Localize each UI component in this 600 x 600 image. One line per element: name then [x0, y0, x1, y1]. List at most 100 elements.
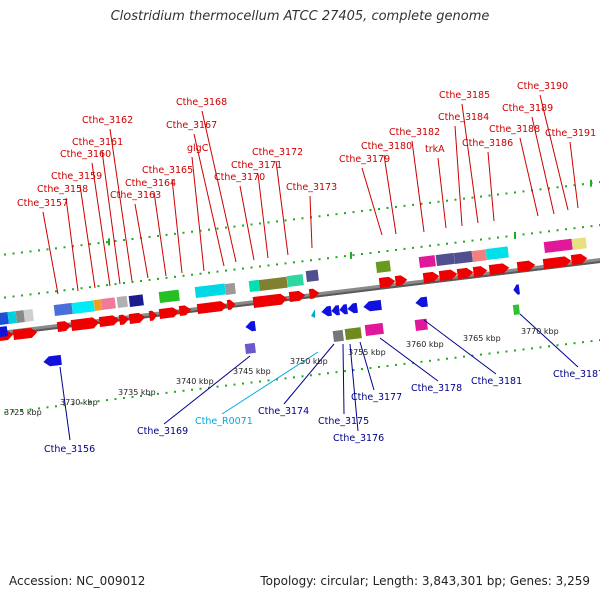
scale-major-tick — [108, 238, 110, 246]
gene-label[interactable]: Cthe_3160 — [60, 149, 111, 160]
gene-leader-line — [309, 195, 313, 249]
gene-leader-line — [153, 191, 167, 277]
ruler-tick-label: 3730 kbp — [60, 398, 98, 407]
gene-leader-line — [487, 151, 495, 222]
gene-leader-line — [109, 128, 133, 282]
gene-label[interactable]: Cthe_3169 — [137, 426, 188, 437]
gene-label[interactable]: Cthe_3186 — [462, 138, 513, 149]
gene-label[interactable]: Cthe_3156 — [44, 444, 95, 455]
feature-block — [258, 276, 288, 291]
gene-leader-line — [257, 173, 269, 259]
genome-summary-text: Topology: circular; Length: 3,843,301 bp… — [260, 574, 590, 588]
scale-major-tick — [590, 179, 592, 187]
ruler-tick-label: 3745 kbp — [233, 367, 271, 376]
gene-leader-line — [275, 160, 289, 256]
gene-label[interactable]: glgC — [187, 143, 209, 154]
ruler-tick-label: 3755 kbp — [348, 348, 386, 357]
gene-label[interactable]: Cthe_3188 — [489, 124, 540, 135]
forward-gene-arrow — [394, 275, 408, 286]
forward-gene-arrow — [12, 327, 38, 340]
gene-label[interactable]: Cthe_3165 — [142, 165, 193, 176]
gene-label[interactable]: Cthe_3176 — [333, 433, 384, 444]
forward-gene-arrow — [118, 314, 130, 325]
forward-gene-arrow — [196, 301, 228, 314]
gene-leader-line — [42, 211, 59, 295]
feature-block — [485, 246, 509, 260]
gene-label[interactable]: Cthe_3157 — [17, 198, 68, 209]
gene-label[interactable]: Cthe_3163 — [110, 190, 161, 201]
ruler-tick-label: 3750 kbp — [290, 357, 328, 366]
gene-label[interactable]: Cthe_3164 — [125, 178, 176, 189]
gene-label[interactable]: Cthe_3161 — [72, 137, 123, 148]
forward-gene-arrow — [378, 276, 396, 288]
gene-label[interactable]: Cthe_3187 — [553, 369, 600, 380]
gene-label[interactable]: Cthe_3191 — [545, 128, 596, 139]
gene-label[interactable]: Cthe_3178 — [411, 383, 462, 394]
gene-leader-line — [239, 185, 255, 261]
gene-label[interactable]: Cthe_3168 — [176, 97, 227, 108]
feature-block — [71, 300, 95, 314]
gene-label[interactable]: Cthe_3175 — [318, 416, 369, 427]
gene-leader-line — [461, 103, 479, 224]
gene-label[interactable]: Cthe_3172 — [252, 147, 303, 158]
feature-block — [116, 295, 128, 309]
gene-label[interactable]: Cthe_3173 — [286, 182, 337, 193]
gene-leader-line — [349, 343, 359, 432]
feature-block — [244, 342, 256, 354]
gene-leader-line — [437, 157, 447, 229]
gene-leader-line — [383, 154, 397, 235]
gene-label[interactable]: Cthe_3159 — [51, 171, 102, 182]
forward-gene-arrow — [288, 290, 306, 302]
gene-leader-line — [569, 141, 579, 209]
forward-gene-arrow — [56, 321, 72, 332]
reverse-gene-arrow — [347, 302, 358, 314]
gene-label[interactable]: Cthe_3180 — [361, 141, 412, 152]
forward-gene-arrow — [70, 317, 100, 331]
feature-block — [453, 250, 473, 265]
gene-label[interactable]: Cthe_3185 — [439, 90, 490, 101]
feature-block — [0, 312, 9, 325]
feature-block — [571, 237, 587, 250]
forward-gene-arrow — [98, 315, 120, 327]
forward-gene-arrow — [456, 267, 474, 279]
forward-gene-arrow — [422, 271, 440, 283]
ruler-tick-label: 3725 kbp — [4, 408, 42, 417]
gene-label[interactable]: Cthe_3162 — [82, 115, 133, 126]
gene-label[interactable]: Cthe_3174 — [258, 406, 309, 417]
gene-leader-line — [163, 355, 251, 425]
lower-scale-track — [4, 224, 600, 299]
gene-leader-line — [91, 162, 111, 287]
scale-major-tick — [514, 231, 516, 239]
feature-block — [0, 326, 8, 337]
feature-block — [414, 318, 428, 331]
forward-gene-arrow — [148, 310, 158, 321]
gene-leader-line — [191, 156, 205, 272]
scale-major-tick — [350, 251, 352, 259]
forward-gene-arrow — [542, 256, 572, 269]
gene-label[interactable]: Cthe_3179 — [339, 154, 390, 165]
gene-label[interactable]: Cthe_3182 — [389, 127, 440, 138]
gene-label[interactable]: Cthe_3170 — [214, 172, 265, 183]
gene-leader-line — [79, 184, 96, 289]
feature-block — [194, 283, 226, 298]
gene-label[interactable]: Cthe_3167 — [166, 120, 217, 131]
forward-gene-arrow — [438, 269, 458, 281]
forward-gene-arrow — [226, 299, 236, 310]
reverse-gene-arrow — [331, 305, 340, 316]
feature-block — [471, 249, 487, 262]
gene-label[interactable]: Cthe_3189 — [502, 103, 553, 114]
gene-label[interactable]: Cthe_3171 — [231, 160, 282, 171]
gene-label[interactable]: Cthe_3184 — [438, 112, 489, 123]
reverse-gene-arrow — [339, 304, 348, 315]
gene-leader-line — [519, 313, 579, 368]
gene-label[interactable]: Cthe_3190 — [517, 81, 568, 92]
gene-label[interactable]: Cthe_3158 — [37, 184, 88, 195]
gene-leader-line — [423, 319, 497, 375]
gene-label[interactable]: trkA — [425, 144, 445, 155]
gene-label[interactable]: Cthe_R0071 — [195, 416, 253, 427]
gene-label[interactable]: Cthe_3177 — [351, 392, 402, 403]
gene-label[interactable]: Cthe_3181 — [471, 376, 522, 387]
ruler-tick-label: 3765 kbp — [463, 334, 501, 343]
ruler-tick-label: 3735 kbp — [118, 388, 156, 397]
gene-leader-line — [221, 351, 319, 415]
